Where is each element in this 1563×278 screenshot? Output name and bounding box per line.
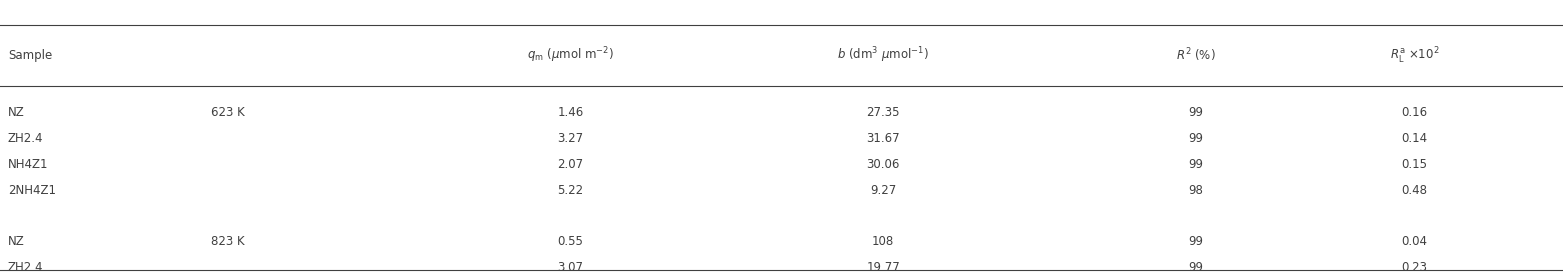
Text: ZH2.4: ZH2.4	[8, 261, 44, 274]
Text: 3.27: 3.27	[558, 132, 583, 145]
Text: 623 K: 623 K	[211, 106, 245, 119]
Text: 0.15: 0.15	[1402, 158, 1427, 171]
Text: 2NH4Z1: 2NH4Z1	[8, 184, 56, 197]
Text: Sample: Sample	[8, 49, 52, 62]
Text: $R^2$ (%): $R^2$ (%)	[1175, 47, 1216, 64]
Text: 98: 98	[1188, 184, 1204, 197]
Text: 99: 99	[1188, 235, 1204, 248]
Text: ZH2.4: ZH2.4	[8, 132, 44, 145]
Text: 99: 99	[1188, 132, 1204, 145]
Text: NH4Z1: NH4Z1	[8, 158, 48, 171]
Text: $R_\mathrm{L}^\mathrm{a}$ $\times$10$^2$: $R_\mathrm{L}^\mathrm{a}$ $\times$10$^2$	[1390, 46, 1440, 66]
Text: 9.27: 9.27	[871, 184, 896, 197]
Text: 27.35: 27.35	[866, 106, 900, 119]
Text: 0.55: 0.55	[558, 235, 583, 248]
Text: 0.23: 0.23	[1402, 261, 1427, 274]
Text: 30.06: 30.06	[866, 158, 900, 171]
Text: 99: 99	[1188, 106, 1204, 119]
Text: 0.48: 0.48	[1402, 184, 1427, 197]
Text: 108: 108	[872, 235, 894, 248]
Text: 0.14: 0.14	[1402, 132, 1427, 145]
Text: 1.46: 1.46	[558, 106, 583, 119]
Text: $b$ (dm$^3$ $\mu$mol$^{-1}$): $b$ (dm$^3$ $\mu$mol$^{-1}$)	[838, 46, 928, 65]
Text: 0.16: 0.16	[1402, 106, 1427, 119]
Text: 99: 99	[1188, 261, 1204, 274]
Text: 0.04: 0.04	[1402, 235, 1427, 248]
Text: 3.07: 3.07	[558, 261, 583, 274]
Text: NZ: NZ	[8, 106, 25, 119]
Text: 99: 99	[1188, 158, 1204, 171]
Text: $q_\mathrm{m}$ ($\mu$mol m$^{-2}$): $q_\mathrm{m}$ ($\mu$mol m$^{-2}$)	[527, 46, 614, 65]
Text: 823 K: 823 K	[211, 235, 245, 248]
Text: 2.07: 2.07	[558, 158, 583, 171]
Text: 19.77: 19.77	[866, 261, 900, 274]
Text: 5.22: 5.22	[558, 184, 583, 197]
Text: 31.67: 31.67	[866, 132, 900, 145]
Text: NZ: NZ	[8, 235, 25, 248]
